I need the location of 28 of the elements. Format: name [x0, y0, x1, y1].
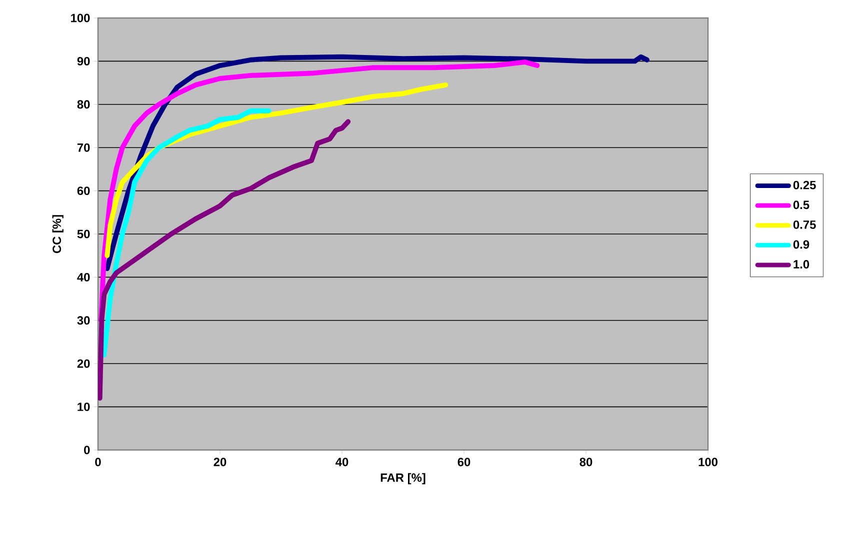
- y-tick-label: 30: [77, 316, 90, 325]
- legend-label: 0.25: [793, 180, 816, 190]
- legend-label: 0.9: [793, 240, 810, 249]
- legend-label: 1.0: [794, 260, 810, 268]
- y-tick-label: 50: [77, 230, 90, 238]
- y-tick-label: 0: [84, 446, 90, 454]
- legend-label: 0.5: [793, 200, 810, 210]
- y-tick-label: 100: [71, 14, 90, 22]
- legend-label: 0.75: [793, 220, 816, 229]
- line-series: [98, 119, 351, 401]
- y-axis-title: CC [%]: [52, 215, 64, 254]
- x-tick-label: 40: [336, 458, 348, 466]
- y-tick-label: 40: [77, 272, 90, 282]
- line-series: [104, 54, 650, 272]
- x-axis-title: FAR [%]: [380, 473, 426, 484]
- y-tick-label: 90: [77, 56, 90, 66]
- x-tick-label: 100: [698, 458, 718, 466]
- line-series: [98, 60, 540, 323]
- y-tick-label: 20: [77, 359, 90, 368]
- y-tick-label: 80: [77, 100, 90, 109]
- y-tick-label: 10: [78, 402, 90, 412]
- x-tick-label: 20: [214, 458, 226, 466]
- x-tick-label: 0: [95, 458, 101, 466]
- y-tick-label: 60: [77, 186, 90, 196]
- x-tick-label: 60: [458, 458, 470, 466]
- line-series: [102, 108, 272, 358]
- x-tick-label: 80: [580, 458, 592, 466]
- y-tick-label: 70: [77, 143, 90, 152]
